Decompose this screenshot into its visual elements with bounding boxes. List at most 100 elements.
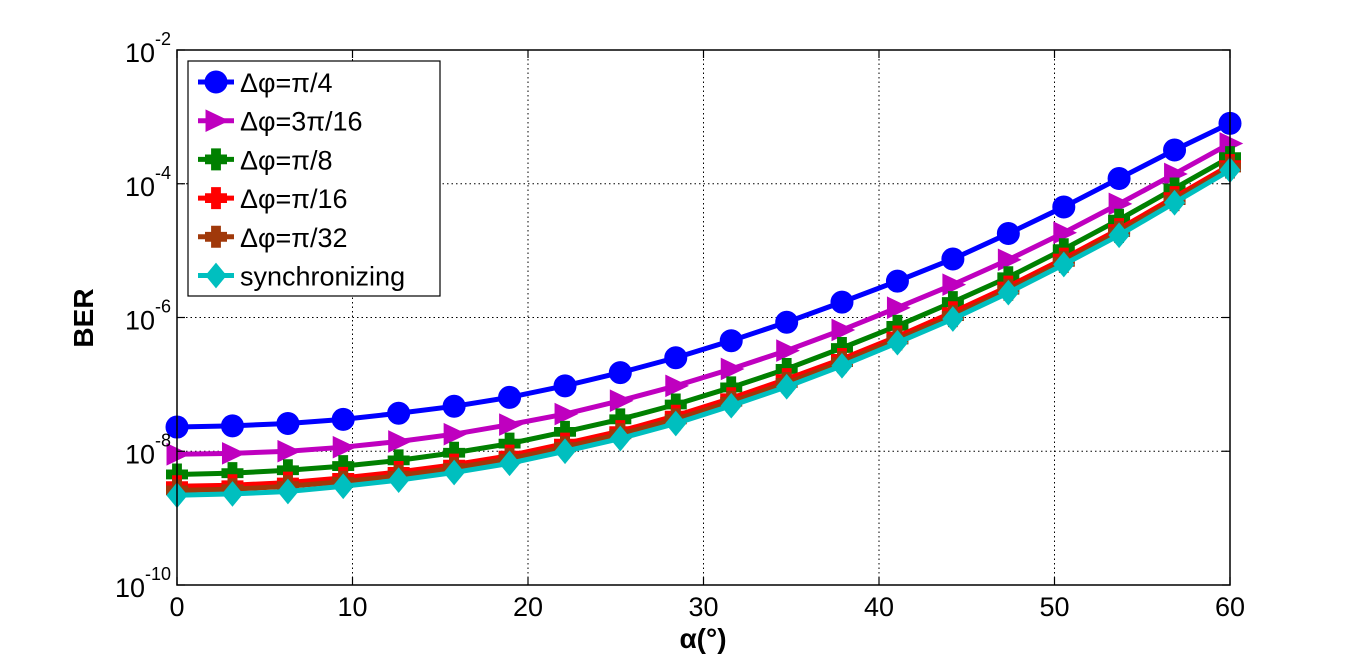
legend-label: Δφ=3π/16 [240, 107, 363, 137]
x-tick-labels: 0 10 20 30 40 50 60 [169, 592, 1245, 622]
data-point [221, 481, 244, 507]
data-point [942, 306, 964, 332]
legend-label: synchronizing [240, 262, 405, 292]
data-point [831, 318, 856, 342]
data-point [1107, 166, 1131, 190]
data-point [443, 459, 465, 486]
data-point [221, 442, 246, 465]
legend-marker [205, 262, 227, 289]
data-point [886, 329, 909, 356]
data-point [609, 389, 634, 412]
data-point [720, 392, 742, 419]
legend-label: Δφ=π/4 [240, 68, 332, 98]
y-tick-label: 10-8 [125, 430, 171, 469]
data-point [830, 290, 854, 314]
legend: Δφ=π/4 Δφ=3π/16 Δφ=π/8 Δφ=π/16 Δφ=π/32 synchr… [187, 60, 441, 297]
data-point [886, 296, 911, 320]
legend-item: Δφ=π/32 [198, 223, 347, 253]
y-tick-base: 10 [125, 439, 155, 469]
data-point [553, 374, 577, 398]
data-point [1163, 189, 1186, 216]
legend-marker [205, 187, 227, 210]
data-point [665, 410, 687, 437]
data-point [942, 273, 967, 296]
data-point [831, 352, 853, 379]
y-tick-exponent: -10 [145, 564, 171, 584]
data-point [499, 413, 523, 436]
data-point [885, 269, 909, 293]
data-point [388, 467, 410, 493]
y-tick-exponent: -8 [155, 430, 171, 450]
data-point [276, 411, 300, 435]
data-point [498, 385, 522, 409]
data-point [277, 478, 299, 505]
data-point [719, 329, 743, 353]
x-tick-label: 60 [1215, 592, 1245, 622]
data-point [1108, 222, 1130, 249]
x-tick-label: 40 [864, 592, 894, 622]
data-point [776, 373, 798, 400]
data-point [664, 346, 688, 370]
x-axis-label: α(°) [679, 623, 726, 654]
y-tick-label: 10-10 [115, 564, 171, 603]
y-tick-base: 10 [115, 573, 145, 603]
y-tick-base: 10 [125, 306, 155, 336]
y-tick-label: 10-2 [125, 29, 171, 68]
series-2 [166, 132, 1244, 466]
data-point [332, 435, 357, 459]
legend-marker [205, 109, 230, 132]
legend-item: Δφ=3π/16 [198, 107, 363, 137]
legend-item: synchronizing [198, 262, 405, 292]
legend-label: Δφ=π/8 [240, 145, 332, 175]
data-point [1053, 251, 1075, 278]
x-tick-label: 10 [337, 592, 367, 622]
data-point [609, 425, 631, 452]
x-tick-label: 50 [1039, 592, 1069, 622]
data-point [996, 222, 1020, 246]
legend-marker [204, 70, 228, 94]
x-tick-label: 30 [688, 592, 718, 622]
x-tick-label: 20 [513, 592, 543, 622]
y-tick-exponent: -4 [155, 163, 171, 183]
legend-marker [205, 148, 227, 171]
data-point [776, 339, 800, 362]
legend-label: Δφ=π/16 [240, 184, 347, 214]
data-point [387, 401, 411, 425]
data-point [775, 310, 799, 334]
y-tick-base: 10 [125, 172, 155, 202]
tick-marks [176, 49, 1231, 586]
y-axis-label: BER [68, 288, 99, 347]
y-tick-base: 10 [125, 38, 155, 68]
data-point [443, 422, 468, 446]
data-point [1052, 195, 1076, 219]
y-tick-label: 10-4 [125, 163, 171, 202]
data-point [220, 414, 244, 438]
legend-item: Δφ=π/8 [198, 145, 332, 175]
data-point [997, 248, 1022, 272]
legend-box [187, 60, 441, 297]
data-point [277, 439, 302, 463]
legend-label: Δφ=π/32 [240, 223, 347, 253]
series-layer [165, 111, 1244, 509]
data-point [941, 247, 965, 271]
y-tick-label: 10-6 [125, 297, 171, 336]
data-point [498, 450, 521, 477]
series-6 [166, 157, 1241, 509]
data-point [166, 443, 191, 466]
data-point [442, 394, 466, 418]
y-tick-exponent: -6 [155, 297, 171, 317]
series-1 [165, 111, 1242, 439]
data-point [720, 357, 745, 381]
data-point [331, 407, 355, 431]
legend-marker [205, 225, 227, 248]
data-point [1053, 221, 1078, 245]
data-point [332, 473, 354, 500]
data-point [388, 430, 412, 453]
x-tick-label: 0 [169, 592, 184, 622]
legend-item: Δφ=π/4 [198, 68, 332, 98]
legend-item: Δφ=π/16 [198, 184, 347, 214]
data-point [1163, 138, 1187, 162]
data-point [554, 438, 576, 465]
